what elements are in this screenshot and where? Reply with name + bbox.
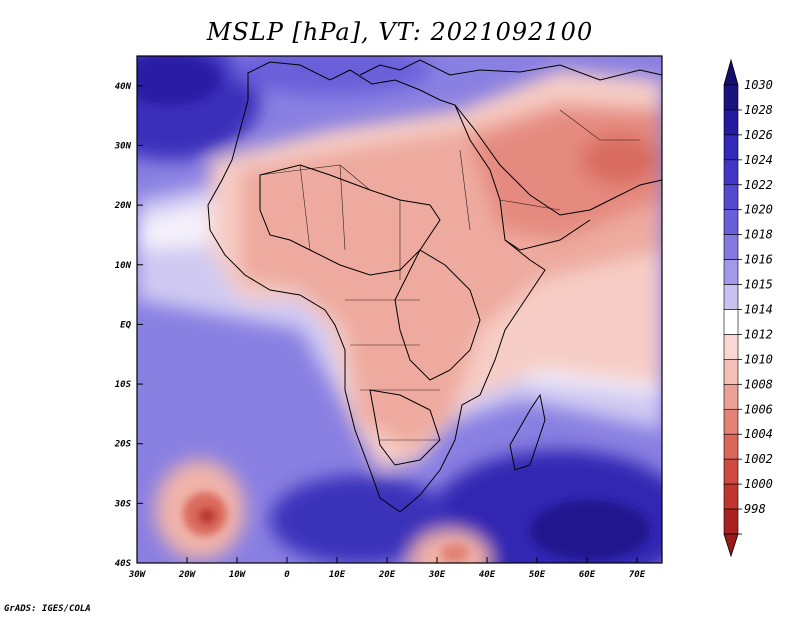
- lat-tick-label: 40S: [115, 559, 132, 569]
- grads-credit: GrADS: IGES/COLA: [4, 604, 91, 614]
- colorbar-swatch: [723, 408, 739, 435]
- lon-tick-label: 60E: [579, 570, 596, 580]
- coastlines: [207, 59, 662, 513]
- lon-tick-label: 0: [284, 570, 290, 580]
- colorbar: 1030 1028 1026 1024 1022 1020 1018 1016 1015 1014…: [723, 58, 773, 558]
- colorbar-label: 1014: [744, 303, 773, 317]
- colorbar-swatch: [723, 209, 739, 235]
- colorbar-label: 1024: [744, 153, 773, 167]
- colorbar-swatch: [723, 433, 739, 460]
- colorbar-top-arrow: [723, 58, 739, 86]
- latitude-ticks: 40N 30N 20N 10N EQ 10S 20S 30S 40S: [114, 82, 143, 569]
- plot-frame: [136, 55, 663, 564]
- colorbar-label: 1028: [744, 103, 773, 117]
- lat-tick-label: 20S: [114, 440, 132, 450]
- colorbar-label: 1030: [744, 78, 773, 92]
- colorbar-label: 998: [744, 502, 766, 516]
- colorbar-swatch: [723, 234, 739, 260]
- lat-tick-label: 10S: [115, 380, 132, 390]
- colorbar-label: 1015: [744, 278, 773, 292]
- lat-tick-label: 30N: [114, 141, 132, 151]
- colorbar-swatch: [723, 309, 739, 335]
- colorbar-label: 1016: [744, 253, 773, 267]
- lat-tick-label: 10N: [115, 261, 132, 271]
- lon-tick-label: 70E: [629, 570, 646, 580]
- lon-tick-label: 40E: [479, 570, 496, 580]
- colorbar-label: 1008: [744, 377, 773, 391]
- colorbar-label: 1010: [744, 352, 773, 366]
- colorbar-swatch: [723, 259, 739, 285]
- pressure-field: [137, 56, 662, 563]
- colorbar-swatch: [723, 134, 739, 161]
- colorbar-swatch: [723, 284, 739, 310]
- colorbar-swatch: [723, 458, 739, 485]
- lat-tick-label: 20N: [114, 201, 132, 211]
- colorbar-bottom-arrow: [723, 533, 739, 558]
- longitude-ticks: 30W 20W 10W 0 10E 20E 30E 40E 50E 60E 70E: [128, 557, 646, 580]
- colorbar-swatch: [723, 384, 739, 410]
- lon-tick-label: 10W: [229, 570, 247, 580]
- colorbar-swatch: [723, 159, 739, 186]
- colorbar-swatch: [723, 483, 739, 510]
- colorbar-label: 1022: [744, 178, 773, 192]
- colorbar-label: 1000: [744, 477, 773, 491]
- lon-tick-label: 30W: [128, 570, 147, 580]
- colorbar-swatch: [723, 508, 739, 535]
- lon-tick-label: 10E: [329, 570, 346, 580]
- lon-tick-label: 20W: [178, 570, 197, 580]
- colorbar-label: 1002: [744, 452, 773, 466]
- lon-tick-label: 30E: [428, 570, 446, 580]
- lon-tick-label: 20E: [378, 570, 396, 580]
- colorbar-swatch: [723, 359, 739, 385]
- lat-tick-label: 40N: [115, 82, 132, 92]
- colorbar-swatch: [723, 109, 739, 136]
- colorbar-label: 1018: [744, 228, 773, 242]
- colorbar-swatch: [723, 184, 739, 211]
- lat-tick-label: 30S: [114, 499, 132, 509]
- colorbar-swatch: [723, 334, 739, 360]
- lat-tick-label: EQ: [120, 320, 131, 330]
- colorbar-label: 1006: [744, 402, 773, 416]
- colorbar-label: 1004: [744, 427, 773, 441]
- colorbar-label: 1026: [744, 128, 773, 142]
- map-title: MSLP [hPa], VT: 2021092100: [206, 18, 594, 46]
- country-borders: [259, 109, 640, 441]
- colorbar-label: 1012: [744, 327, 773, 341]
- lon-tick-label: 50E: [529, 570, 546, 580]
- colorbar-label: 1020: [744, 203, 773, 217]
- colorbar-swatch: [723, 84, 739, 111]
